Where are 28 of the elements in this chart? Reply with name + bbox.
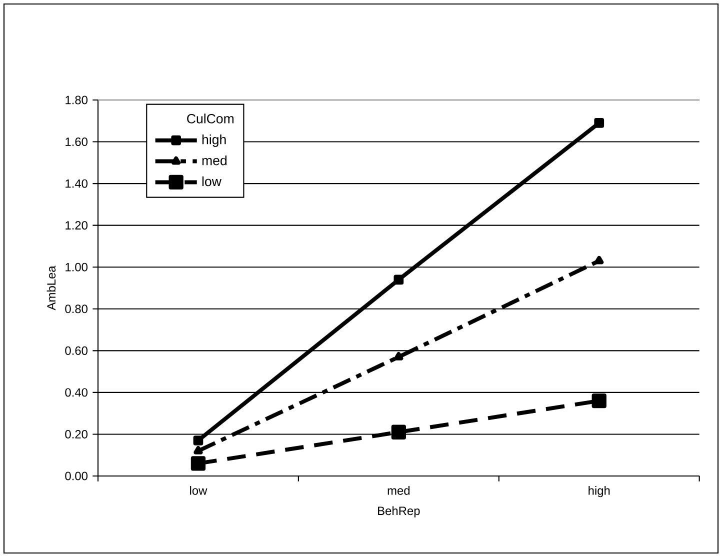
legend-label: high [202,134,226,147]
y-tick-label: 1.40 [66,179,88,188]
y-tick-label: 0.00 [65,472,88,480]
y-tick-label: 0.80 [65,304,88,314]
y-tick-label: 1.80 [66,96,88,104]
x-axis-title: BehRep [378,506,420,518]
point [194,446,203,454]
legend-title: CulCom [187,114,234,124]
y-tick-label: 1.20 [66,221,88,230]
point [190,456,206,471]
point [592,393,606,408]
legend-label: low [202,176,222,186]
y-tick-label: 0.40 [65,388,88,397]
y-tick-label: 1.00 [66,262,88,272]
y-tick-label: 0.20 [65,430,88,438]
point [193,436,204,446]
point [594,256,604,264]
point [594,118,604,128]
x-tick-label: high [588,486,610,498]
y-tick-label: 0.60 [65,346,88,355]
x-tick-label: low [190,486,208,495]
y-tick-label: 1.60 [66,138,88,146]
legend-label: med [202,155,227,166]
point [394,352,404,360]
y-axis-title: AmbLea [46,266,56,310]
point [391,424,406,440]
x-tick-label: med [388,486,410,495]
point [394,274,404,285]
